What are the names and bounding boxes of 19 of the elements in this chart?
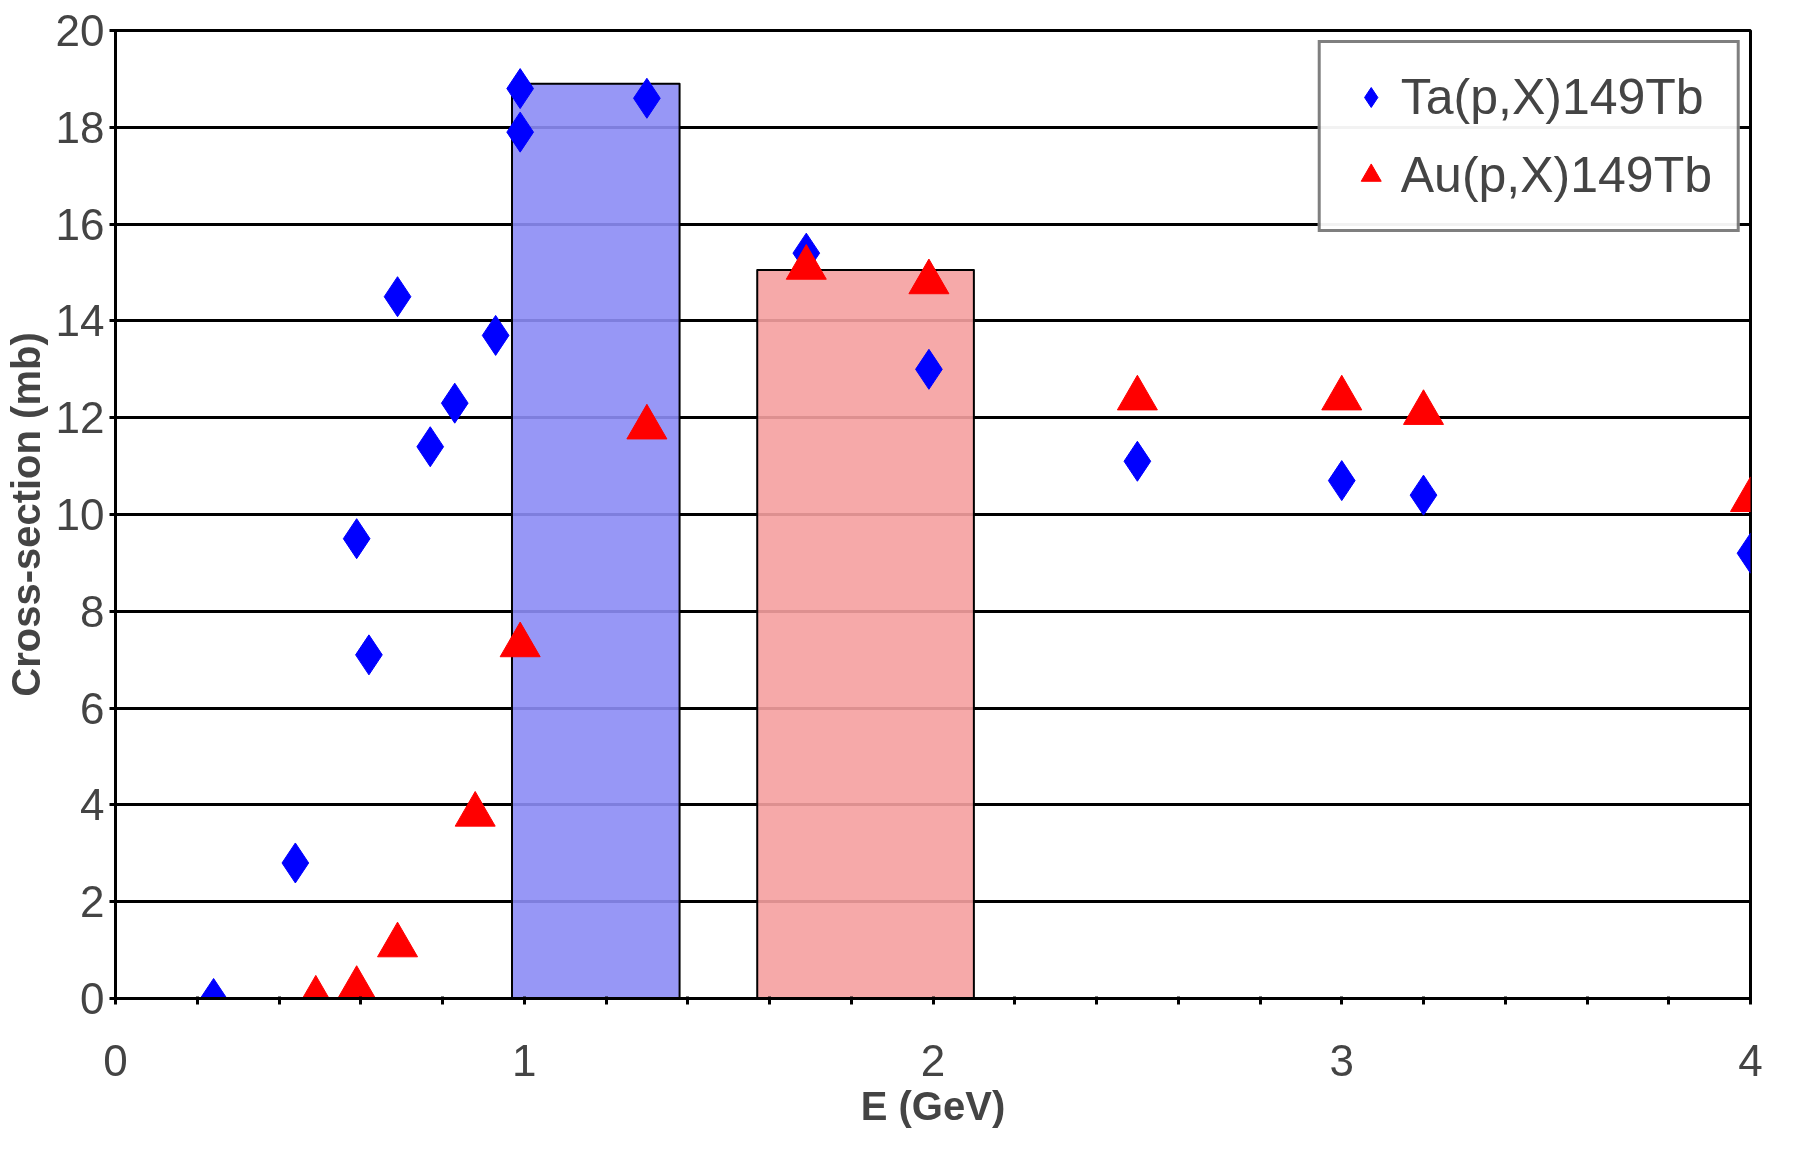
x-tick-label: 3 [1329,1035,1354,1085]
y-tick-label: 6 [80,683,105,733]
y-tick-label: 10 [55,490,105,539]
y-tick-label: 8 [80,586,105,636]
y-tick-label: 4 [80,780,105,830]
y-tick-label: 18 [55,102,105,152]
legend-label: Ta(p,X)149Tb [1400,68,1704,126]
legend-label: Au(p,X)149Tb [1400,146,1712,204]
y-tick-label: 14 [55,296,105,346]
y-tick-label: 2 [80,877,105,927]
x-tick-label: 4 [1738,1035,1763,1085]
y-tick-label: 0 [80,974,105,1023]
x-tick-label: 1 [512,1035,537,1085]
x-tick-label: 2 [920,1035,946,1085]
y-tick-label: 12 [55,393,105,443]
x-axis-title: E (GeV) [860,1083,1006,1128]
y-tick-label: 20 [55,6,105,55]
y-tick-label: 16 [55,199,105,249]
y-axis-title: Cross-section (mb) [3,332,48,697]
